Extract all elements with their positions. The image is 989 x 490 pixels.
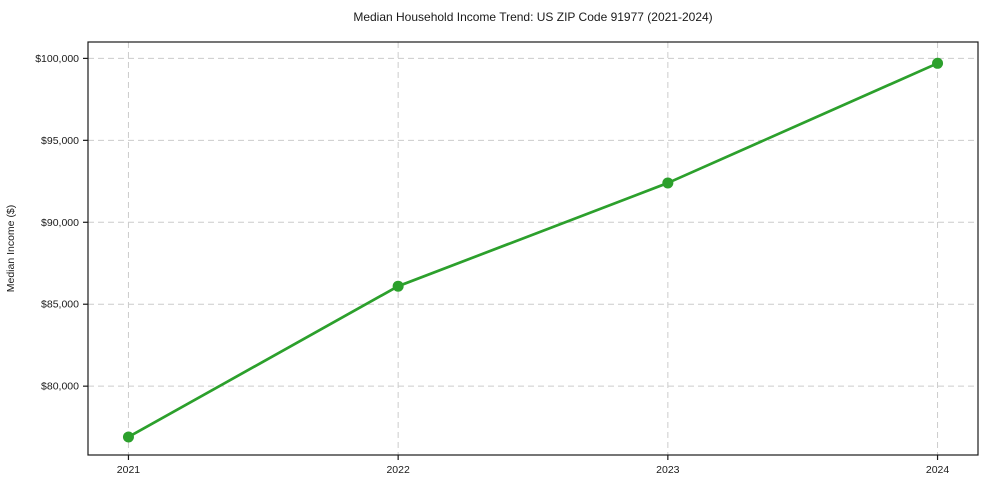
y-tick-label: $90,000 (41, 217, 79, 229)
chart-title: Median Household Income Trend: US ZIP Co… (353, 10, 713, 24)
labels-layer: $80,000 $85,000 $90,000 $95,000 $100,000 2021… (35, 53, 949, 476)
y-tick-label: $80,000 (41, 381, 79, 393)
income-line-series (127, 61, 939, 439)
y-axis-label: Median Income ($) (5, 205, 17, 293)
plot-border (87, 41, 979, 456)
y-tick-label: $85,000 (41, 299, 79, 311)
x-tick-label: 2023 (656, 464, 680, 476)
grid-layer (88, 42, 978, 455)
data-point-2024 (932, 57, 944, 69)
data-point-2021 (122, 431, 134, 443)
y-tick-label: $95,000 (41, 135, 79, 147)
axes-layer (83, 41, 979, 460)
x-tick-label: 2024 (926, 464, 950, 476)
series-layer (122, 57, 944, 443)
data-point-2022 (392, 280, 404, 292)
data-point-2023 (662, 177, 674, 189)
x-tick-label: 2022 (386, 464, 410, 476)
x-tick-label: 2021 (117, 464, 141, 476)
y-tick-label: $100,000 (35, 53, 79, 65)
